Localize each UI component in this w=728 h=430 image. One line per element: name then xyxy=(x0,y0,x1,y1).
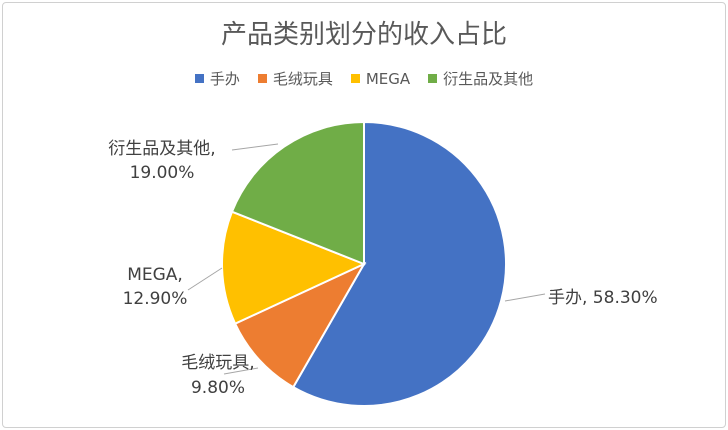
data-label-value-mega: 12.90% xyxy=(123,289,188,309)
data-label-value-derivatives: 19.00% xyxy=(130,163,195,183)
data-label-figures: 手办, 58.30% xyxy=(548,288,658,308)
pie-slices xyxy=(221,120,507,407)
legend-item-derivatives: 衍生品及其他 xyxy=(428,68,533,89)
data-labels: 手办, 58.30% 毛绒玩具, 9.80% MEGA, 12.90% 衍生品及其他, 19… xyxy=(108,139,657,398)
leader-lines xyxy=(187,143,546,375)
legend-swatch-plush xyxy=(257,74,267,83)
legend-swatch-mega xyxy=(350,74,360,83)
legend-label-figures: 手办 xyxy=(209,70,240,88)
legend-item-plush: 毛绒玩具 xyxy=(257,68,333,89)
legend-swatch-derivatives xyxy=(428,74,438,83)
leader-line-figures xyxy=(504,293,546,302)
data-label-name-mega: MEGA, xyxy=(127,265,183,285)
legend-label-derivatives: 衍生品及其他 xyxy=(443,70,534,88)
leader-line-derivatives xyxy=(231,143,279,151)
pie-slice-plush xyxy=(233,261,367,389)
leader-line-plush xyxy=(223,367,259,375)
pie-slice-derivatives xyxy=(230,120,365,266)
leader-line-mega xyxy=(187,267,223,291)
legend-label-mega: MEGA xyxy=(365,69,411,88)
legend-item-figures: 手办 xyxy=(194,68,240,89)
data-label-name-derivatives: 衍生品及其他, xyxy=(108,139,215,159)
pie-slice-mega xyxy=(221,210,367,325)
pie-slice-figures xyxy=(291,120,507,407)
legend-swatch-figures xyxy=(194,74,204,83)
data-label-name-plush: 毛绒玩具, xyxy=(181,353,254,373)
legend-item-mega: MEGA xyxy=(350,68,411,89)
legend-label-plush: 毛绒玩具 xyxy=(272,70,333,88)
chart-title: 产品类别划分的收入占比 xyxy=(220,20,507,50)
legend: 手办 毛绒玩具 MEGA 衍生品及其他 xyxy=(0,68,728,89)
data-label-value-plush: 9.80% xyxy=(191,378,245,398)
